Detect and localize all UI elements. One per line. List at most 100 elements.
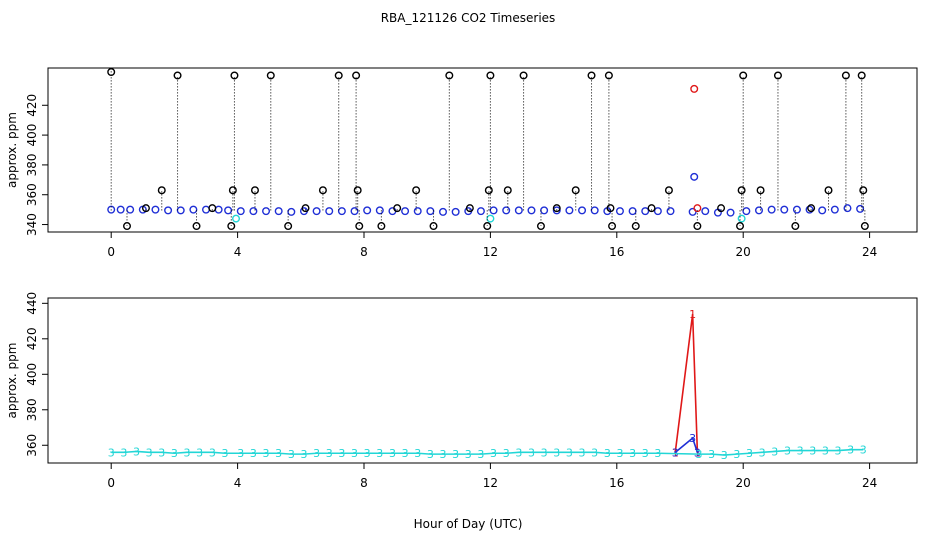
spike-point bbox=[693, 222, 702, 231]
spike-point bbox=[841, 71, 850, 80]
series-symbol: 3 bbox=[809, 445, 816, 458]
spike-point bbox=[536, 222, 545, 231]
spike-point bbox=[334, 71, 343, 80]
data-point bbox=[615, 207, 624, 216]
spike-point bbox=[857, 71, 866, 80]
spike-point bbox=[631, 222, 640, 231]
y-tick-label: 440 bbox=[25, 292, 39, 315]
series-line bbox=[111, 448, 864, 456]
data-point bbox=[350, 207, 359, 216]
series-symbol: 3 bbox=[835, 445, 842, 458]
series-symbol: 3 bbox=[503, 447, 510, 460]
series-symbol: 3 bbox=[120, 446, 127, 459]
data-point bbox=[287, 207, 296, 216]
y-tick-label: 400 bbox=[25, 363, 39, 386]
series-symbol: 3 bbox=[338, 447, 345, 460]
data-point bbox=[107, 205, 116, 214]
series-symbol: 3 bbox=[860, 444, 867, 457]
x-tick-label: 12 bbox=[483, 245, 498, 259]
spike-point bbox=[173, 71, 182, 80]
series-symbol: 3 bbox=[209, 446, 216, 459]
series-symbol: 3 bbox=[616, 447, 623, 460]
data-point bbox=[742, 207, 751, 216]
data-point bbox=[767, 205, 776, 214]
data-point bbox=[214, 205, 223, 214]
series-symbol: 3 bbox=[288, 448, 295, 461]
spike-point bbox=[230, 71, 239, 80]
data-point bbox=[843, 204, 852, 213]
data-point bbox=[451, 207, 460, 216]
series-symbol: 3 bbox=[797, 445, 804, 458]
x-tick-label: 4 bbox=[234, 245, 242, 259]
series-symbol: 3 bbox=[689, 432, 696, 445]
series-symbol: 3 bbox=[300, 448, 307, 461]
spike-point bbox=[122, 222, 131, 231]
spike-point bbox=[228, 186, 237, 195]
series-symbol: 3 bbox=[579, 446, 586, 459]
y-tick-label: 380 bbox=[25, 153, 39, 176]
data-point bbox=[701, 207, 710, 216]
series-symbol: 1 bbox=[694, 446, 701, 459]
data-point bbox=[641, 207, 650, 216]
spike-point bbox=[503, 186, 512, 195]
series-symbol: 3 bbox=[184, 446, 191, 459]
series-symbol: 3 bbox=[171, 447, 178, 460]
series-symbol: 3 bbox=[263, 447, 270, 460]
data-point bbox=[426, 207, 435, 216]
spike-point bbox=[737, 186, 746, 195]
spike-point bbox=[860, 222, 869, 231]
spike-point bbox=[355, 222, 364, 231]
spike-point bbox=[791, 222, 800, 231]
series-symbol: 3 bbox=[771, 445, 778, 458]
x-tick-label: 16 bbox=[609, 476, 624, 490]
spike-point bbox=[739, 71, 748, 80]
spike-point bbox=[606, 204, 615, 213]
series-symbol: 3 bbox=[452, 448, 459, 461]
data-point bbox=[486, 214, 495, 223]
series-symbol: 3 bbox=[237, 447, 244, 460]
data-point bbox=[116, 205, 125, 214]
series-symbol: 3 bbox=[490, 447, 497, 460]
data-point bbox=[262, 207, 271, 216]
data-point bbox=[249, 207, 258, 216]
series-symbol: 3 bbox=[196, 446, 203, 459]
series-symbol: 3 bbox=[376, 447, 383, 460]
data-point bbox=[176, 206, 185, 215]
series-symbol: 3 bbox=[566, 446, 573, 459]
series-symbol: 3 bbox=[746, 447, 753, 460]
y-tick-label: 400 bbox=[25, 124, 39, 147]
series-symbol: 3 bbox=[326, 447, 333, 460]
y-tick-label: 420 bbox=[25, 94, 39, 117]
spike-point bbox=[429, 222, 438, 231]
data-point bbox=[126, 205, 135, 214]
spike-point bbox=[608, 222, 617, 231]
data-point bbox=[527, 206, 536, 215]
data-point bbox=[401, 207, 410, 216]
data-point bbox=[337, 207, 346, 216]
x-tick-label: 8 bbox=[360, 476, 368, 490]
data-point bbox=[690, 172, 699, 181]
series-symbol: 3 bbox=[351, 447, 358, 460]
series-symbol: 3 bbox=[158, 446, 165, 459]
series-symbol: 3 bbox=[847, 444, 854, 457]
y-tick-label: 380 bbox=[25, 398, 39, 421]
data-point bbox=[856, 204, 865, 213]
series-symbol: 3 bbox=[694, 446, 701, 459]
series-symbol: 3 bbox=[553, 446, 560, 459]
data-point bbox=[189, 205, 198, 214]
spike-point bbox=[756, 186, 765, 195]
y-tick-label: 340 bbox=[25, 213, 39, 236]
spike-point bbox=[208, 204, 217, 213]
plot-frame bbox=[47, 297, 918, 464]
x-tick-label: 20 bbox=[736, 476, 751, 490]
series-symbol: 3 bbox=[822, 445, 829, 458]
series-symbol: 3 bbox=[275, 447, 282, 460]
x-tick-label: 20 bbox=[736, 245, 751, 259]
data-point bbox=[164, 206, 173, 215]
spike-point bbox=[192, 222, 201, 231]
data-point bbox=[690, 84, 699, 93]
series-symbol: 3 bbox=[477, 448, 484, 461]
series-symbol: 3 bbox=[402, 447, 409, 460]
x-tick-label: 0 bbox=[107, 476, 115, 490]
